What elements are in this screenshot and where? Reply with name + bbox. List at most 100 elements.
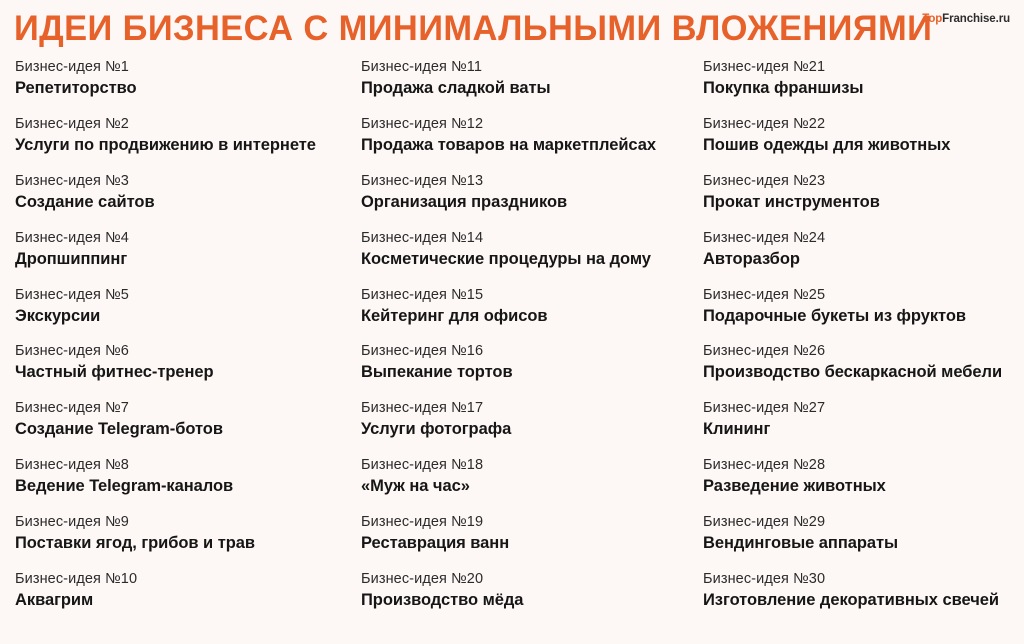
idea-name: Экскурсии [15,306,101,325]
idea-label: Бизнес-идея №16 [361,343,484,360]
idea-name: Косметические процедуры на дому [361,249,651,268]
list-item: Бизнес-идея №28 Разведение животных [703,453,1024,510]
idea-name: Услуги фотографа [361,420,512,439]
list-item: Бизнес-идея №21 Покупка франшизы [703,55,1024,112]
idea-label: Бизнес-идея №15 [361,286,484,303]
list-item: Бизнес-идея №29 Вендинговые аппараты [703,510,1024,567]
brand-logo-accent: Top [922,13,943,25]
idea-label: Бизнес-идея №30 [703,571,826,588]
list-item: Бизнес-идея №2 Услуги по продвижению в и… [15,112,361,169]
idea-name: Разведение животных [703,477,886,496]
idea-label: Бизнес-идея №18 [361,457,484,474]
idea-label: Бизнес-идея №23 [703,172,826,189]
idea-name: Частный фитнес-тренер [15,363,214,382]
idea-name: Организация праздников [361,192,568,211]
idea-label: Бизнес-идея №22 [703,115,826,132]
poster-header: ИДЕИ БИЗНЕСА С МИНИМАЛЬНЫМИ ВЛОЖЕНИЯМИ T… [0,0,1024,58]
idea-label: Бизнес-идея №12 [361,115,484,132]
list-item: Бизнес-идея №1 Репетиторство [15,55,361,112]
idea-name: Вендинговые аппараты [703,534,899,553]
idea-name: Пошив одежды для животных [703,135,951,154]
idea-name: Производство бескаркасной мебели [703,363,1003,382]
list-item: Бизнес-идея №14 Косметические процедуры … [361,226,703,283]
idea-name: Реставрация ванн [361,534,510,553]
idea-label: Бизнес-идея №14 [361,229,484,246]
idea-name: Кейтеринг для офисов [361,306,548,325]
idea-name: Репетиторство [15,79,137,97]
list-item: Бизнес-идея №13 Организация праздников [361,169,703,226]
list-item: Бизнес-идея №23 Прокат инструментов [703,169,1024,226]
list-item: Бизнес-идея №22 Пошив одежды для животны… [703,112,1024,169]
idea-label: Бизнес-идея №24 [703,229,826,246]
idea-label: Бизнес-идея №2 [15,115,129,132]
idea-label: Бизнес-идея №9 [15,514,129,531]
idea-label: Бизнес-идея №25 [703,286,826,303]
list-item: Бизнес-идея №5 Экскурсии [15,283,361,340]
idea-label: Бизнес-идея №7 [15,400,129,417]
idea-name: Изготовление декоративных свечей [703,591,999,610]
idea-name: Прокат инструментов [703,192,880,211]
list-item: Бизнес-идея №24 Авторазбор [703,226,1024,283]
idea-name: Клининг [703,420,771,439]
idea-columns: Бизнес-идея №1 Репетиторство Бизнес-идея… [0,55,1024,644]
idea-label: Бизнес-идея №29 [703,514,826,531]
list-item: Бизнес-идея №16 Выпекание тортов [361,339,703,396]
idea-name: Покупка франшизы [703,79,864,97]
list-item: Бизнес-идея №12 Продажа товаров на марке… [361,112,703,169]
list-item: Бизнес-идея №4 Дропшиппинг [15,226,361,283]
idea-name: Продажа товаров на маркетплейсах [361,135,656,154]
brand-logo-rest: Franchise.ru [942,13,1010,25]
idea-label: Бизнес-идея №10 [15,571,138,588]
idea-label: Бизнес-идея №3 [15,172,129,189]
idea-label: Бизнес-идея №28 [703,457,826,474]
list-item: Бизнес-идея №20 Производство мёда [361,567,703,624]
list-item: Бизнес-идея №11 Продажа сладкой ваты [361,55,703,112]
idea-name: Аквагрим [15,591,94,610]
list-item: Бизнес-идея №6 Частный фитнес-тренер [15,339,361,396]
idea-name: Выпекание тортов [361,363,513,382]
idea-label: Бизнес-идея №26 [703,343,826,360]
list-item: Бизнес-идея №10 Аквагрим [15,567,361,624]
idea-name: Авторазбор [703,249,800,268]
idea-label: Бизнес-идея №17 [361,400,484,417]
idea-label: Бизнес-идея №21 [703,59,826,75]
list-item: Бизнес-идея №3 Создание сайтов [15,169,361,226]
list-item: Бизнес-идея №25 Подарочные букеты из фру… [703,283,1024,340]
brand-logo[interactable]: TopFranchise.ru [922,12,1010,26]
idea-name: Поставки ягод, грибов и трав [15,534,255,553]
idea-label: Бизнес-идея №19 [361,514,484,531]
list-item: Бизнес-идея №8 Ведение Telegram-каналов [15,453,361,510]
idea-label: Бизнес-идея №8 [15,457,129,474]
list-item: Бизнес-идея №7 Создание Telegram-ботов [15,396,361,453]
idea-name: Создание Telegram-ботов [15,420,223,439]
list-item: Бизнес-идея №27 Клининг [703,396,1024,453]
idea-label: Бизнес-идея №27 [703,400,826,417]
idea-name: Производство мёда [361,591,524,610]
list-item: Бизнес-идея №9 Поставки ягод, грибов и т… [15,510,361,567]
idea-name: Услуги по продвижению в интернете [15,135,316,154]
list-item: Бизнес-идея №18 «Муж на час» [361,453,703,510]
idea-name: Дропшиппинг [15,249,128,268]
idea-label: Бизнес-идея №5 [15,286,129,303]
list-item: Бизнес-идея №30 Изготовление декоративны… [703,567,1024,624]
idea-label: Бизнес-идея №13 [361,172,484,189]
list-item: Бизнес-идея №19 Реставрация ванн [361,510,703,567]
list-item: Бизнес-идея №15 Кейтеринг для офисов [361,283,703,340]
idea-name: Продажа сладкой ваты [361,79,551,97]
idea-label: Бизнес-идея №1 [15,59,129,75]
idea-label: Бизнес-идея №11 [361,59,483,75]
idea-name: Ведение Telegram-каналов [15,477,234,496]
idea-label: Бизнес-идея №4 [15,229,129,246]
page-title: ИДЕИ БИЗНЕСА С МИНИМАЛЬНЫМИ ВЛОЖЕНИЯМИ [14,9,933,48]
idea-name: Подарочные букеты из фруктов [703,306,966,325]
idea-name: «Муж на час» [361,477,470,496]
idea-label: Бизнес-идея №20 [361,571,484,588]
list-item: Бизнес-идея №17 Услуги фотографа [361,396,703,453]
idea-label: Бизнес-идея №6 [15,343,129,360]
idea-column-1: Бизнес-идея №1 Репетиторство Бизнес-идея… [0,55,361,644]
idea-column-3: Бизнес-идея №21 Покупка франшизы Бизнес-… [703,55,1024,644]
idea-name: Создание сайтов [15,192,155,211]
list-item: Бизнес-идея №26 Производство бескаркасно… [703,339,1024,396]
idea-column-2: Бизнес-идея №11 Продажа сладкой ваты Биз… [361,55,703,644]
